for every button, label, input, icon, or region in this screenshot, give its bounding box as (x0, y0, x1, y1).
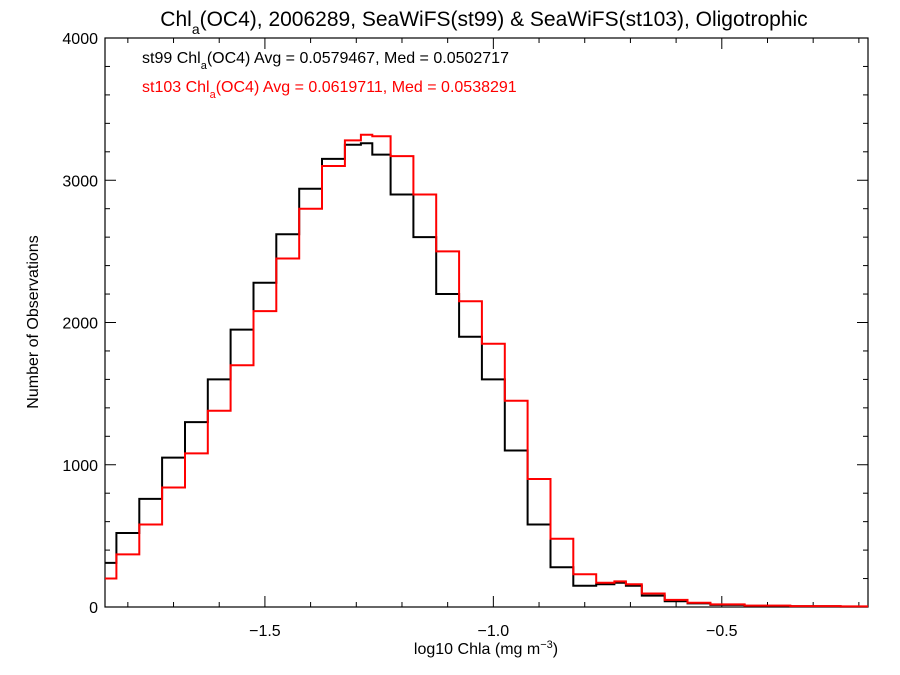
y-tick-label: 1000 (62, 458, 98, 475)
legend-entry-1: st103 Chla(OC4) Avg = 0.0619711, Med = 0… (142, 79, 517, 101)
series-layer (105, 133, 868, 608)
unit-superscript: −3 (540, 639, 553, 651)
legend: st99 Chla(OC4) Avg = 0.0579467, Med = 0.… (142, 50, 517, 101)
plot-frame (104, 37, 869, 608)
series-line-1 (105, 133, 868, 608)
y-tick-label: 2000 (62, 316, 98, 333)
x-tick-label: −0.5 (706, 623, 738, 640)
x-tick-label: −1.0 (478, 623, 510, 640)
axis-ticks: −1.5 −1.0 −0.5 0 1000 2000 3000 4000 (62, 31, 868, 640)
x-axis-label: log10 Chla (mg m−3) (414, 639, 558, 658)
legend-entry-0: st99 Chla(OC4) Avg = 0.0579467, Med = 0.… (142, 50, 509, 72)
y-tick-label: 4000 (62, 31, 98, 48)
chart-title: Chla(OC4), 2006289, SeaWiFS(st99) & SeaW… (160, 8, 807, 37)
x-tick-label: −1.5 (249, 623, 281, 640)
y-axis-label: Number of Observations (25, 235, 42, 408)
y-tick-label: 0 (89, 600, 98, 617)
y-tick-label: 3000 (62, 173, 98, 190)
series-line-0 (105, 142, 868, 608)
title-subscript: a (192, 21, 200, 37)
